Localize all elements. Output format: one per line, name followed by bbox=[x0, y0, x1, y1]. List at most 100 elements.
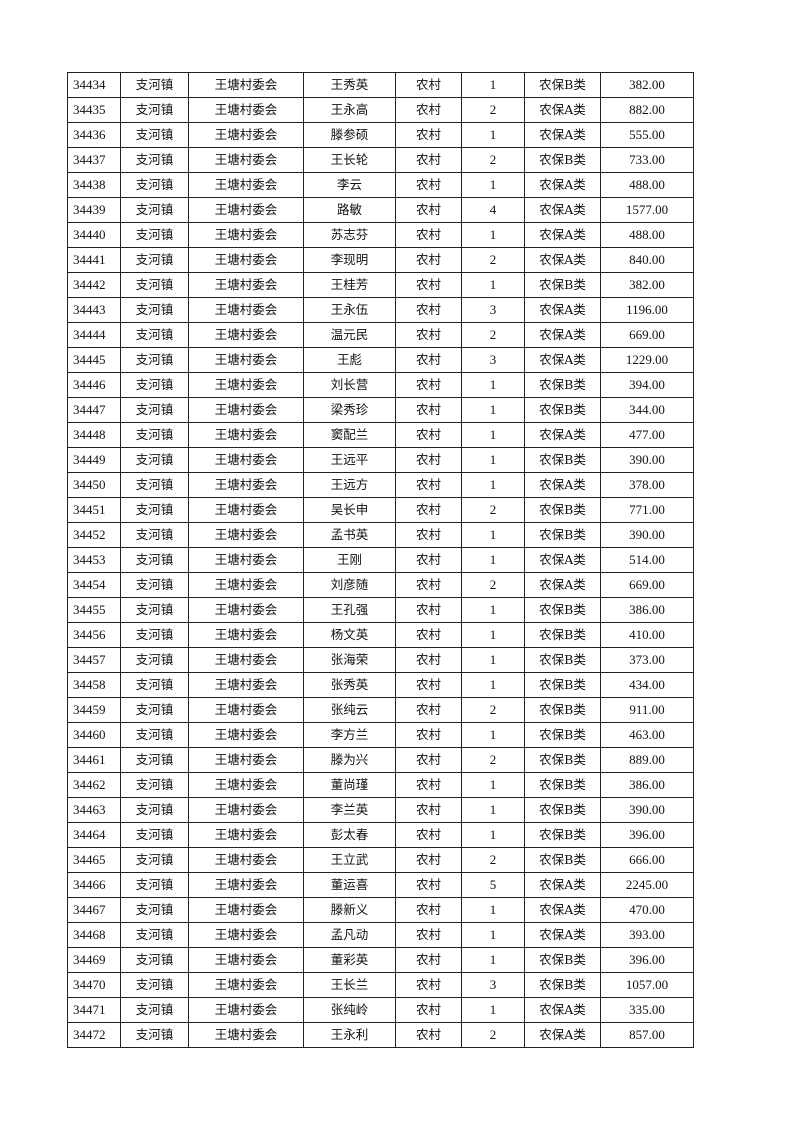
household-size-cell: 3 bbox=[461, 347, 525, 373]
area-type-cell: 农村 bbox=[395, 697, 462, 723]
area-type-cell: 农村 bbox=[395, 97, 462, 123]
village-committee-cell: 王塘村委会 bbox=[188, 772, 304, 798]
record-id-cell: 34472 bbox=[67, 1022, 121, 1048]
town-cell: 支河镇 bbox=[120, 372, 189, 398]
person-name-cell: 王长轮 bbox=[303, 147, 396, 173]
record-id-cell: 34458 bbox=[67, 672, 121, 698]
household-size-cell: 2 bbox=[461, 747, 525, 773]
area-type-cell: 农村 bbox=[395, 72, 462, 98]
insurance-category-cell: 农保B类 bbox=[524, 622, 601, 648]
record-id-cell: 34460 bbox=[67, 722, 121, 748]
amount-cell: 335.00 bbox=[600, 997, 694, 1023]
person-name-cell: 吴长申 bbox=[303, 497, 396, 523]
household-size-cell: 1 bbox=[461, 772, 525, 798]
household-size-cell: 1 bbox=[461, 397, 525, 423]
record-id-cell: 34438 bbox=[67, 172, 121, 198]
area-type-cell: 农村 bbox=[395, 347, 462, 373]
area-type-cell: 农村 bbox=[395, 222, 462, 248]
insurance-category-cell: 农保A类 bbox=[524, 97, 601, 123]
insurance-category-cell: 农保B类 bbox=[524, 847, 601, 873]
insurance-category-cell: 农保B类 bbox=[524, 647, 601, 673]
table-row: 34471 支河镇 王塘村委会 张纯岭 农村 1 农保A类 335.00 bbox=[67, 997, 694, 1023]
table-row: 34454 支河镇 王塘村委会 刘彦随 农村 2 农保A类 669.00 bbox=[67, 572, 694, 598]
person-name-cell: 张海荣 bbox=[303, 647, 396, 673]
person-name-cell: 王刚 bbox=[303, 547, 396, 573]
table-row: 34450 支河镇 王塘村委会 王远方 农村 1 农保A类 378.00 bbox=[67, 472, 694, 498]
record-id-cell: 34465 bbox=[67, 847, 121, 873]
amount-cell: 396.00 bbox=[600, 822, 694, 848]
record-id-cell: 34470 bbox=[67, 972, 121, 998]
village-committee-cell: 王塘村委会 bbox=[188, 797, 304, 823]
area-type-cell: 农村 bbox=[395, 622, 462, 648]
town-cell: 支河镇 bbox=[120, 247, 189, 273]
person-name-cell: 王永伍 bbox=[303, 297, 396, 323]
village-committee-cell: 王塘村委会 bbox=[188, 1022, 304, 1048]
table-row: 34467 支河镇 王塘村委会 滕新义 农村 1 农保A类 470.00 bbox=[67, 897, 694, 923]
town-cell: 支河镇 bbox=[120, 922, 189, 948]
amount-cell: 477.00 bbox=[600, 422, 694, 448]
amount-cell: 394.00 bbox=[600, 372, 694, 398]
area-type-cell: 农村 bbox=[395, 422, 462, 448]
amount-cell: 1229.00 bbox=[600, 347, 694, 373]
record-id-cell: 34447 bbox=[67, 397, 121, 423]
village-committee-cell: 王塘村委会 bbox=[188, 722, 304, 748]
amount-cell: 390.00 bbox=[600, 522, 694, 548]
table-row: 34443 支河镇 王塘村委会 王永伍 农村 3 农保A类 1196.00 bbox=[67, 297, 694, 323]
village-committee-cell: 王塘村委会 bbox=[188, 997, 304, 1023]
insurance-category-cell: 农保A类 bbox=[524, 247, 601, 273]
household-size-cell: 2 bbox=[461, 322, 525, 348]
table-row: 34469 支河镇 王塘村委会 董彩英 农村 1 农保B类 396.00 bbox=[67, 947, 694, 973]
amount-cell: 344.00 bbox=[600, 397, 694, 423]
person-name-cell: 窦配兰 bbox=[303, 422, 396, 448]
insurance-category-cell: 农保A类 bbox=[524, 547, 601, 573]
person-name-cell: 李现明 bbox=[303, 247, 396, 273]
record-id-cell: 34445 bbox=[67, 347, 121, 373]
record-id-cell: 34444 bbox=[67, 322, 121, 348]
insurance-category-cell: 农保A类 bbox=[524, 197, 601, 223]
town-cell: 支河镇 bbox=[120, 522, 189, 548]
town-cell: 支河镇 bbox=[120, 822, 189, 848]
table-row: 34449 支河镇 王塘村委会 王远平 农村 1 农保B类 390.00 bbox=[67, 447, 694, 473]
household-size-cell: 5 bbox=[461, 872, 525, 898]
person-name-cell: 王远平 bbox=[303, 447, 396, 473]
person-name-cell: 滕为兴 bbox=[303, 747, 396, 773]
amount-cell: 382.00 bbox=[600, 272, 694, 298]
town-cell: 支河镇 bbox=[120, 497, 189, 523]
town-cell: 支河镇 bbox=[120, 597, 189, 623]
household-size-cell: 1 bbox=[461, 522, 525, 548]
town-cell: 支河镇 bbox=[120, 897, 189, 923]
amount-cell: 1196.00 bbox=[600, 297, 694, 323]
household-size-cell: 2 bbox=[461, 97, 525, 123]
area-type-cell: 农村 bbox=[395, 322, 462, 348]
village-committee-cell: 王塘村委会 bbox=[188, 447, 304, 473]
town-cell: 支河镇 bbox=[120, 647, 189, 673]
area-type-cell: 农村 bbox=[395, 472, 462, 498]
table-row: 34446 支河镇 王塘村委会 刘长营 农村 1 农保B类 394.00 bbox=[67, 372, 694, 398]
area-type-cell: 农村 bbox=[395, 722, 462, 748]
amount-cell: 669.00 bbox=[600, 572, 694, 598]
household-size-cell: 1 bbox=[461, 922, 525, 948]
amount-cell: 771.00 bbox=[600, 497, 694, 523]
insurance-category-cell: 农保A类 bbox=[524, 922, 601, 948]
person-name-cell: 王永高 bbox=[303, 97, 396, 123]
person-name-cell: 温元民 bbox=[303, 322, 396, 348]
area-type-cell: 农村 bbox=[395, 997, 462, 1023]
household-size-cell: 1 bbox=[461, 997, 525, 1023]
record-id-cell: 34467 bbox=[67, 897, 121, 923]
amount-cell: 488.00 bbox=[600, 172, 694, 198]
person-name-cell: 彭太春 bbox=[303, 822, 396, 848]
household-size-cell: 1 bbox=[461, 897, 525, 923]
household-size-cell: 2 bbox=[461, 572, 525, 598]
village-committee-cell: 王塘村委会 bbox=[188, 272, 304, 298]
person-name-cell: 董运喜 bbox=[303, 872, 396, 898]
insurance-category-cell: 农保B类 bbox=[524, 522, 601, 548]
village-committee-cell: 王塘村委会 bbox=[188, 947, 304, 973]
insurance-category-cell: 农保B类 bbox=[524, 947, 601, 973]
area-type-cell: 农村 bbox=[395, 797, 462, 823]
village-committee-cell: 王塘村委会 bbox=[188, 522, 304, 548]
table-row: 34456 支河镇 王塘村委会 杨文英 农村 1 农保B类 410.00 bbox=[67, 622, 694, 648]
town-cell: 支河镇 bbox=[120, 222, 189, 248]
area-type-cell: 农村 bbox=[395, 397, 462, 423]
record-id-cell: 34471 bbox=[67, 997, 121, 1023]
household-size-cell: 2 bbox=[461, 847, 525, 873]
